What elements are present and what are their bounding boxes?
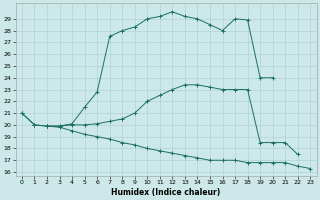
X-axis label: Humidex (Indice chaleur): Humidex (Indice chaleur) <box>111 188 221 197</box>
